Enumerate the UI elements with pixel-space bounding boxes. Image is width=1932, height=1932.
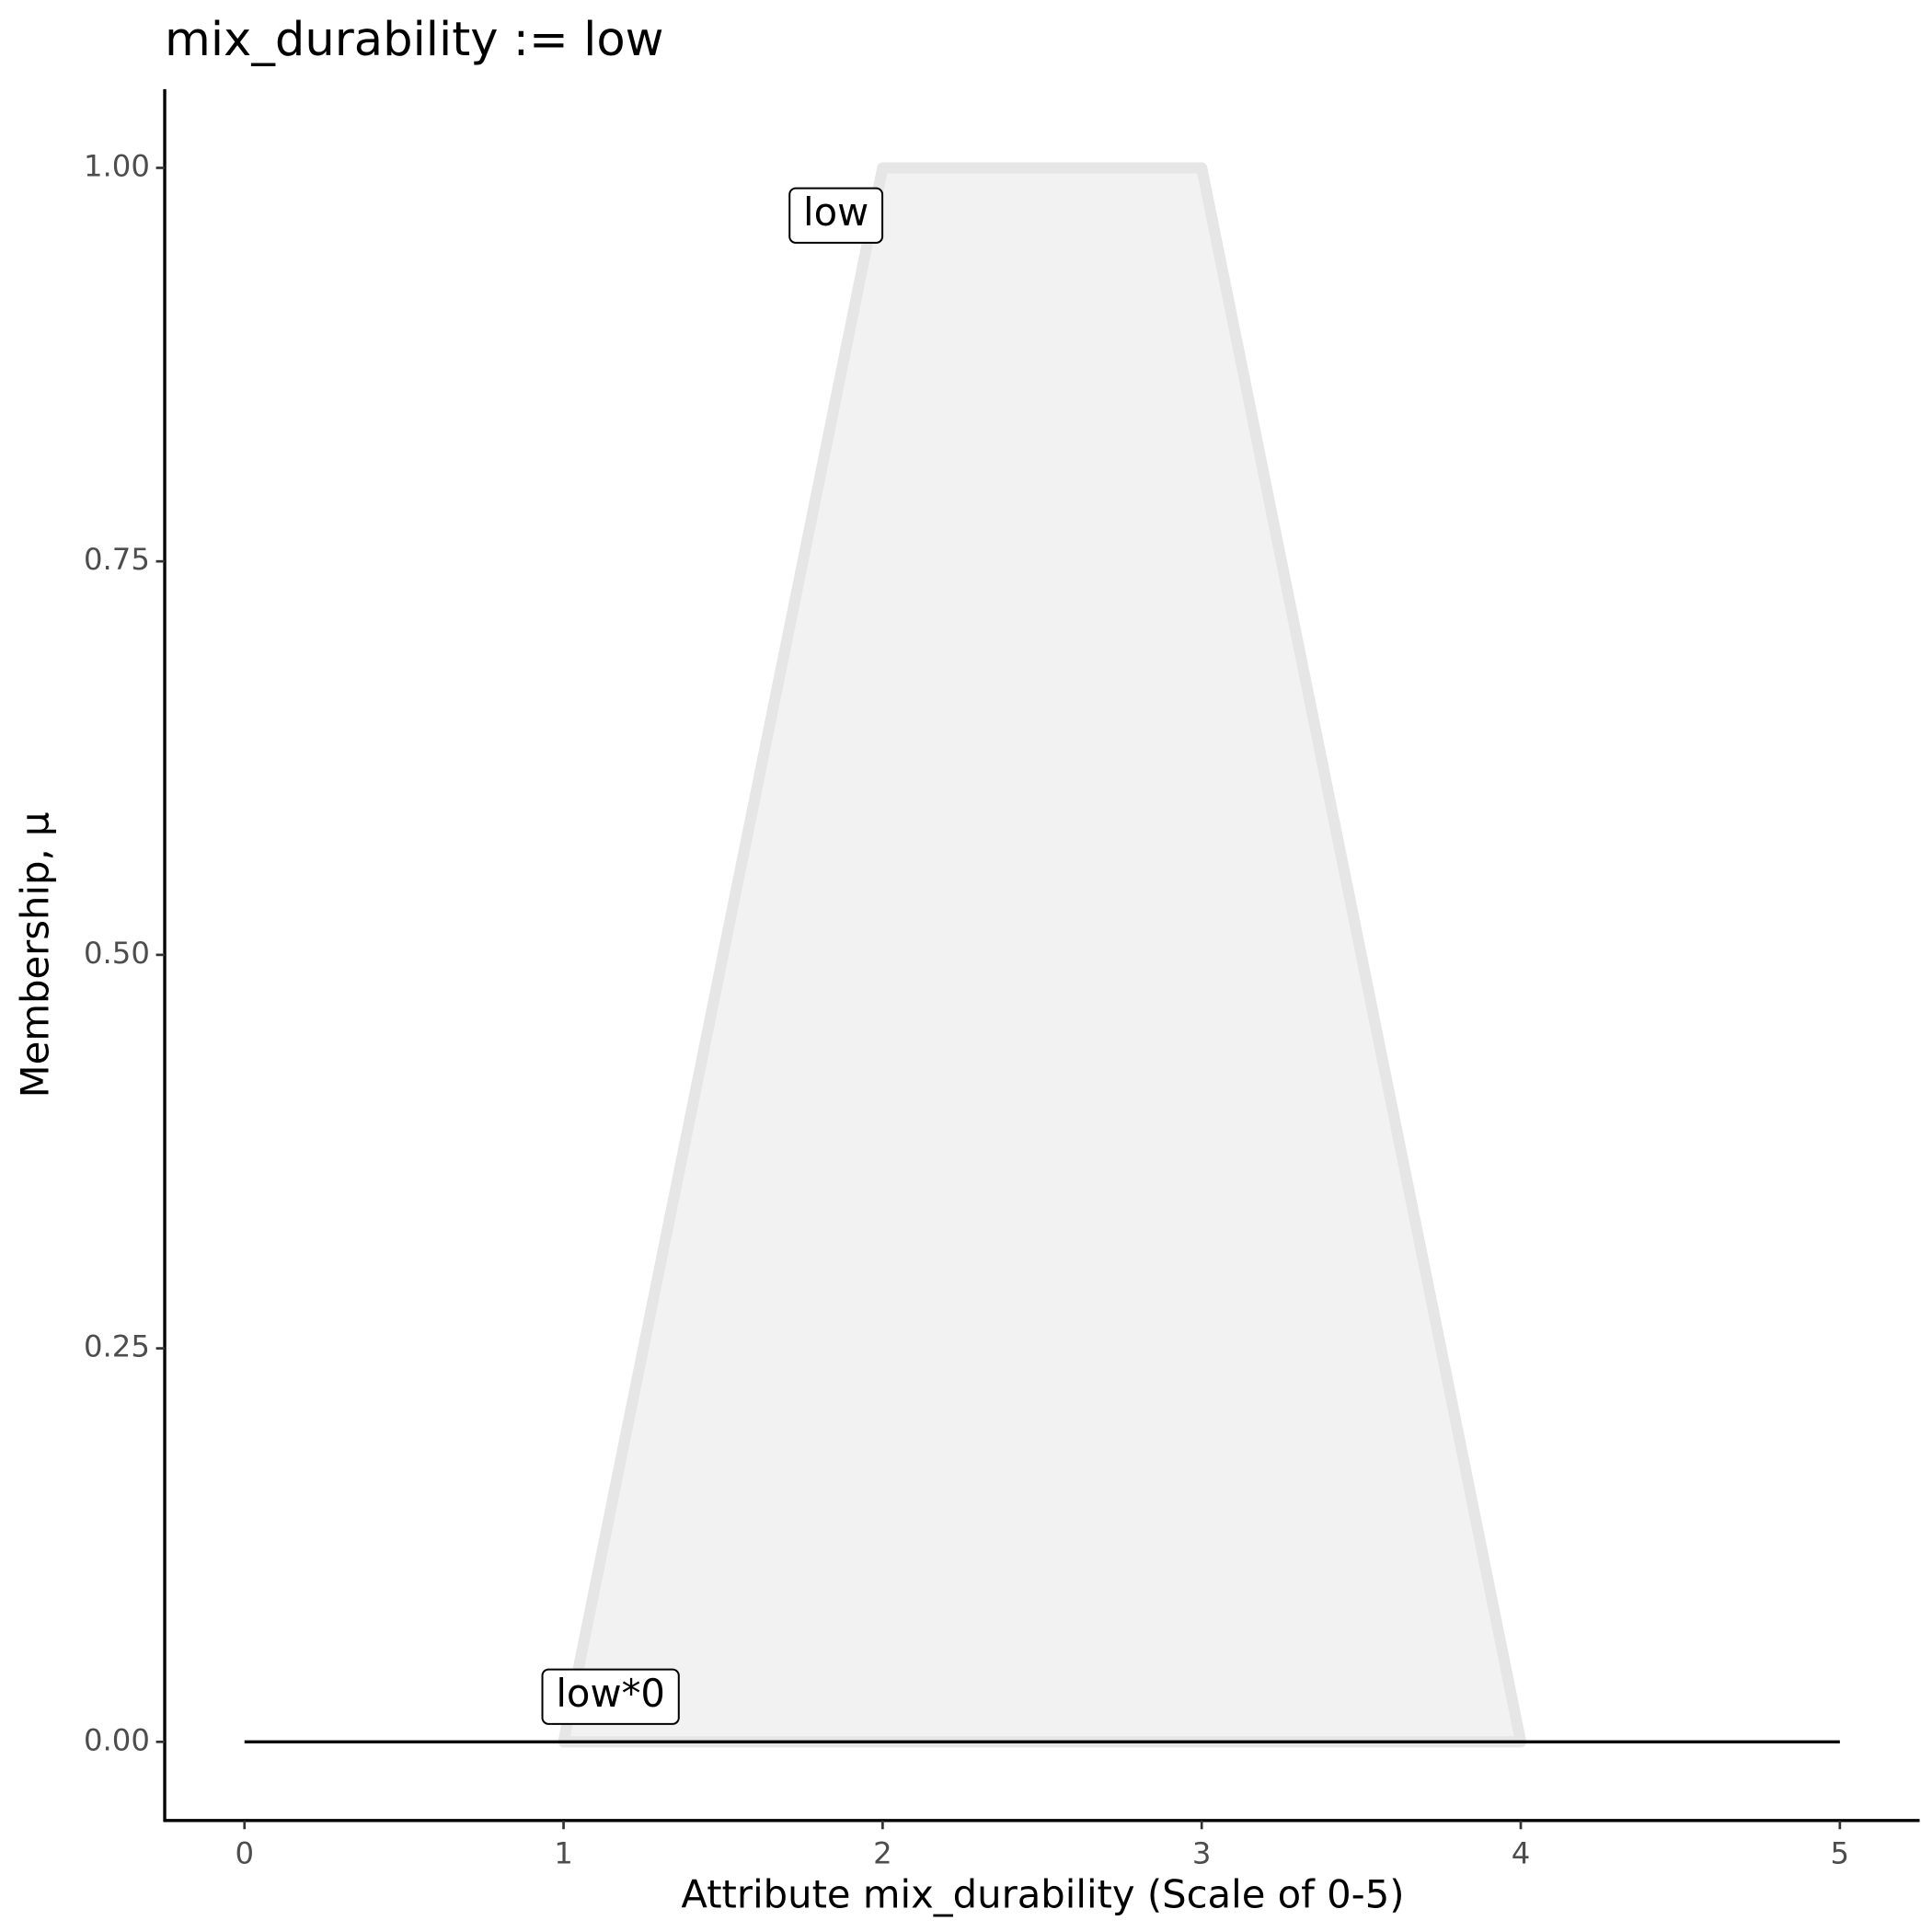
x-tick-label: 1: [554, 1836, 573, 1871]
series-label: low: [788, 187, 884, 244]
series-label-box: [788, 187, 884, 244]
y-axis-label: Membership, μ: [13, 811, 58, 1098]
series-label-text: low: [803, 190, 868, 235]
y-tick-label: 0.25: [84, 1329, 150, 1364]
x-tick-label: 0: [235, 1836, 254, 1871]
series-label: low*0: [541, 1668, 680, 1725]
x-axis-label: Attribute mix_durability (Scale of 0-5): [681, 1871, 1404, 1916]
x-tick-label: 4: [1512, 1836, 1531, 1871]
chart-title: mix_durability := low: [165, 13, 663, 67]
y-tick-label: 0.00: [84, 1722, 150, 1757]
series-label-text: low*0: [556, 1671, 665, 1716]
y-tick-label: 0.75: [84, 542, 150, 577]
y-tick-label: 1.00: [84, 148, 150, 183]
series-label-box: [541, 1668, 680, 1725]
series-line: [558, 162, 1527, 1748]
x-tick-label: 3: [1192, 1836, 1212, 1871]
x-tick-label: 2: [873, 1836, 892, 1871]
x-tick-label: 5: [1831, 1836, 1850, 1871]
y-tick-label: 0.50: [84, 936, 150, 971]
